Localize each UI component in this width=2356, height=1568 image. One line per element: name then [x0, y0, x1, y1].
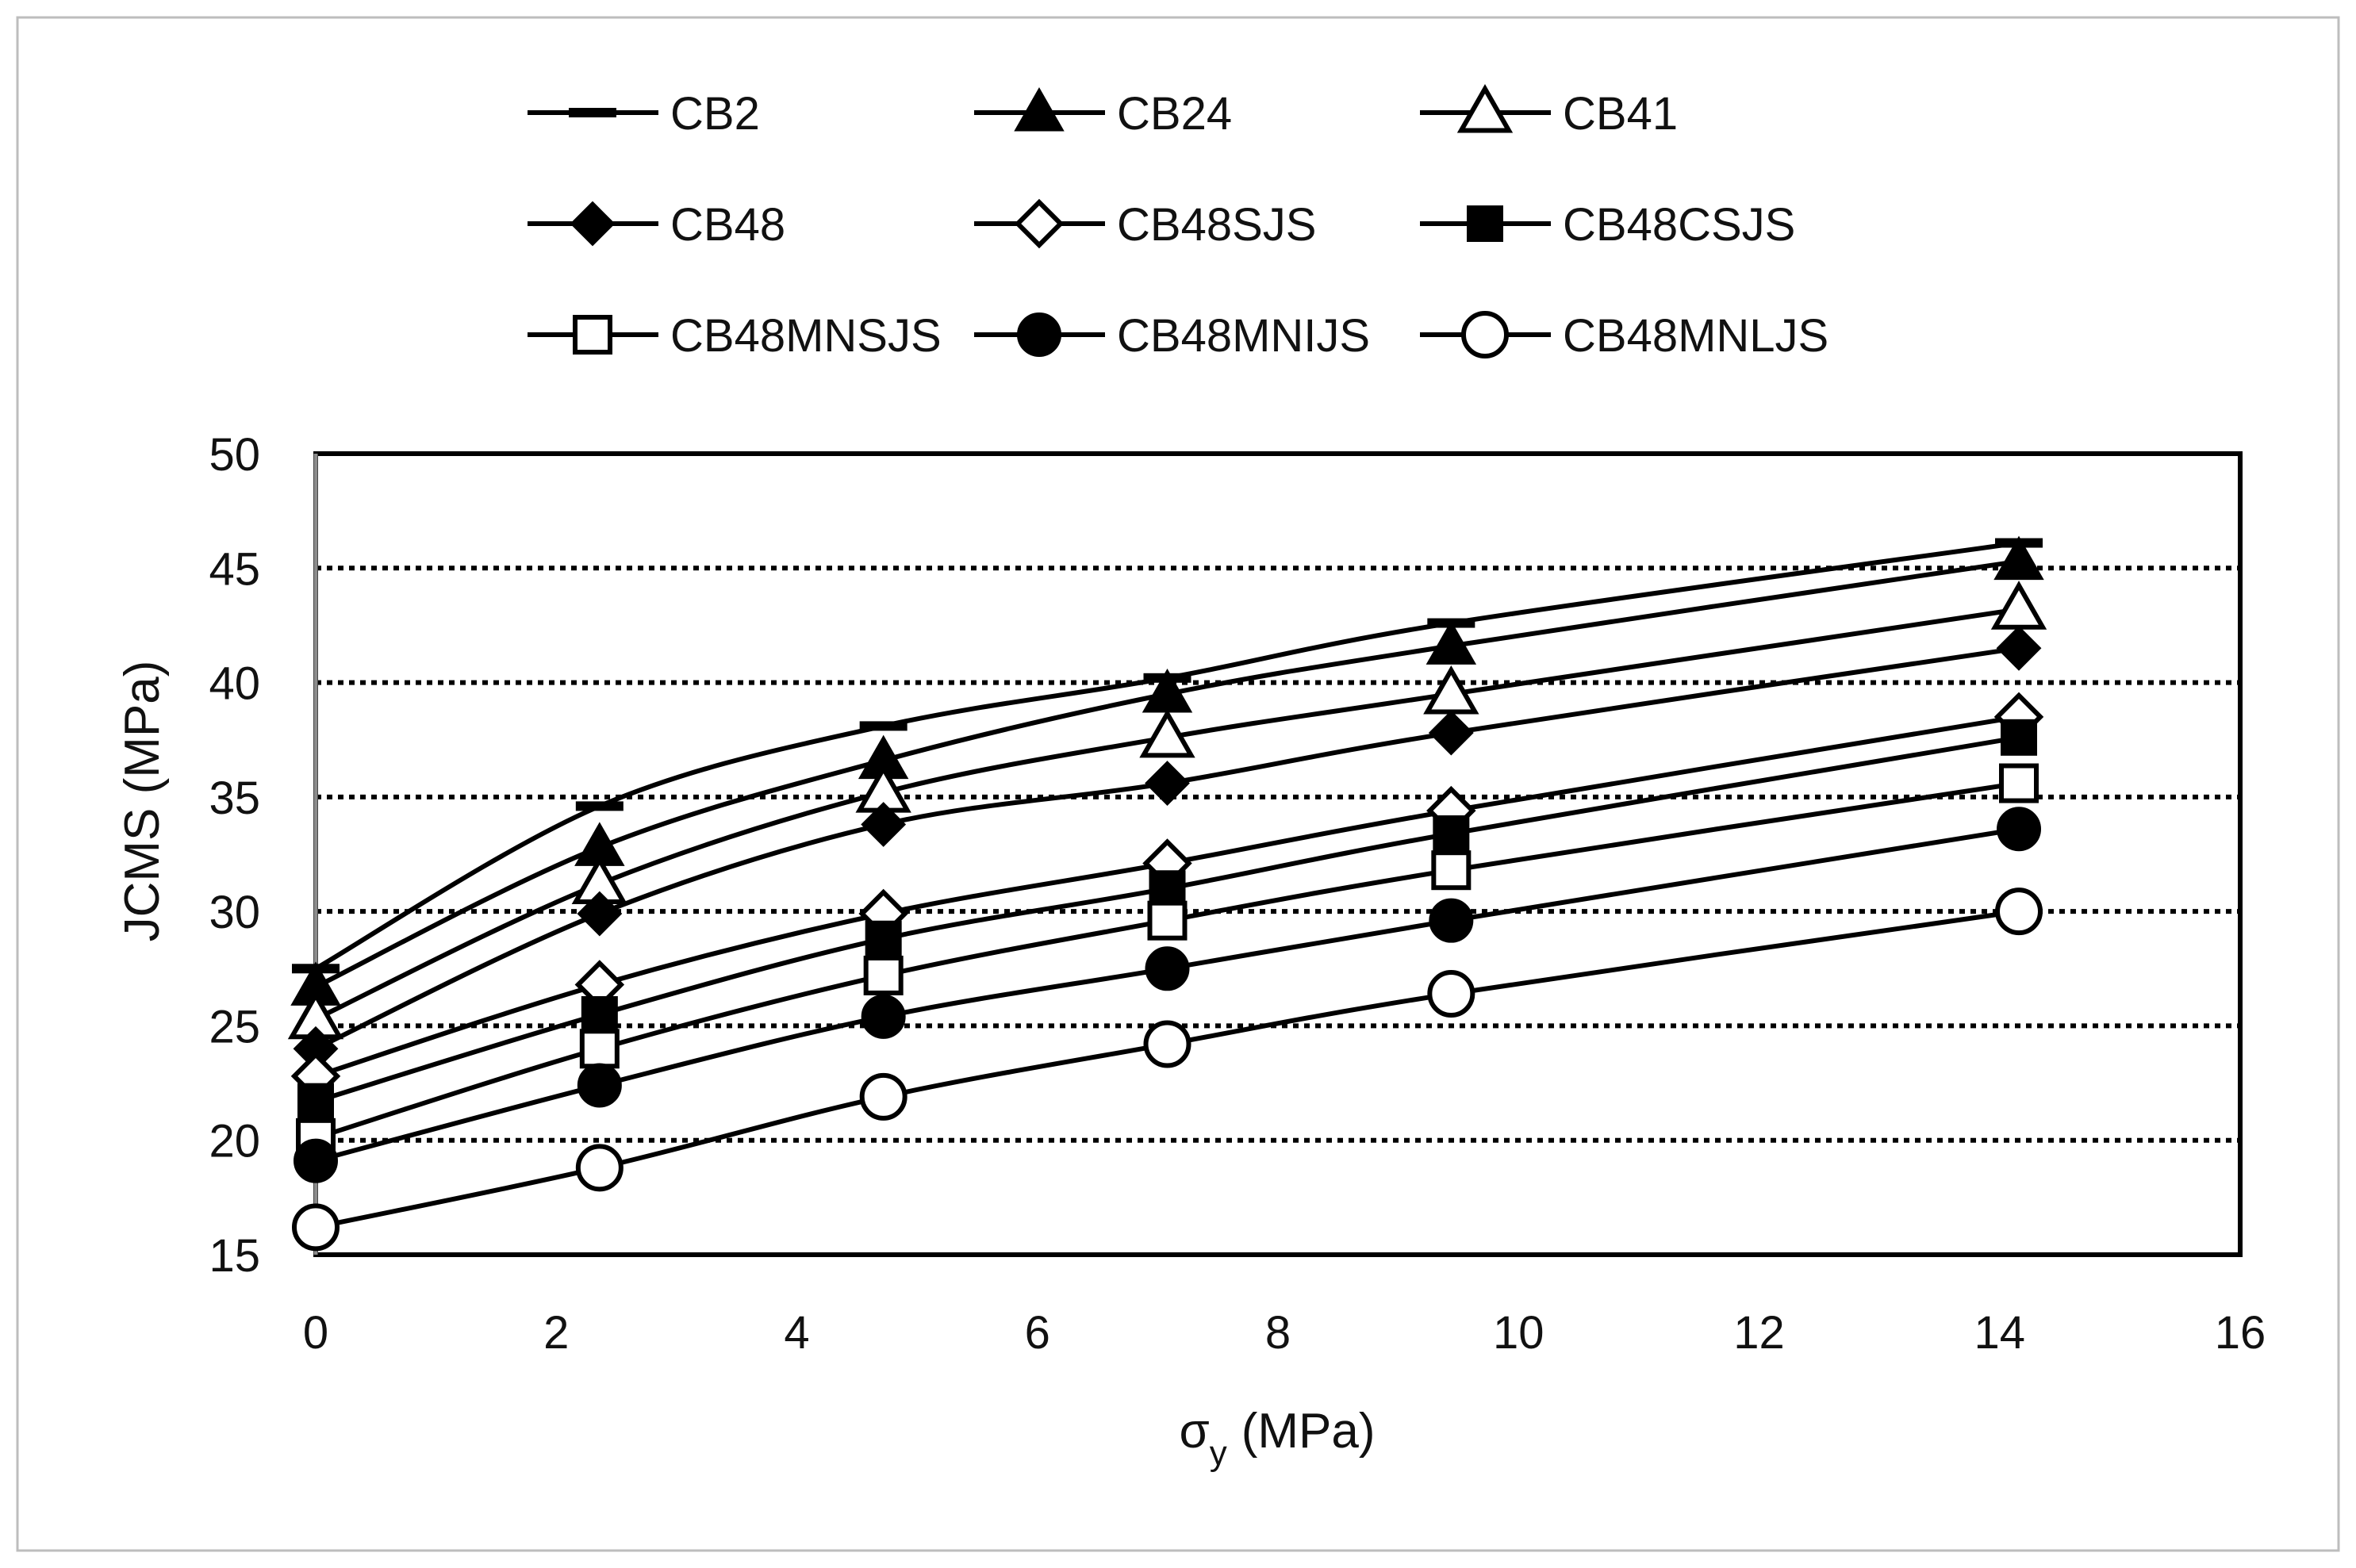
data-point: [859, 721, 907, 731]
legend-label: CB24: [1117, 88, 1232, 140]
legend-item: CB48MNIJS: [974, 310, 1370, 362]
data-point: [859, 1072, 907, 1121]
y-axis-label: JCMS (MPa): [115, 661, 170, 942]
x-tick-label: 0: [303, 1307, 328, 1359]
data-point: [1431, 850, 1472, 891]
y-tick-label: 50: [209, 429, 260, 481]
series-layer: [287, 535, 2047, 1252]
legend-marker: [1014, 198, 1065, 249]
series-line: [315, 734, 2020, 1104]
legend-marker: [1456, 83, 1514, 133]
data-point: [294, 1138, 338, 1183]
x-tick-label: 16: [2215, 1307, 2266, 1359]
data-point: [575, 801, 624, 811]
data-point: [581, 996, 618, 1033]
y-tick-label: 15: [209, 1230, 260, 1282]
legend-marker: [573, 315, 612, 355]
data-point: [579, 1029, 620, 1069]
data-point: [863, 955, 904, 995]
legend-item: CB48MNLJS: [1420, 310, 1828, 362]
data-point: [1139, 708, 1195, 758]
series-cb48mnijs: [294, 807, 2042, 1183]
series-line: [314, 646, 2020, 1051]
data-point: [1145, 946, 1190, 991]
data-point: [1993, 535, 2044, 581]
legend-item: CB48SJS: [974, 198, 1316, 251]
legend-label: CB48SJS: [1117, 199, 1316, 251]
y-tick-label: 25: [209, 1001, 260, 1052]
data-point: [1996, 625, 2042, 671]
y-tick-label: 20: [209, 1116, 260, 1167]
legend-item: CB48MNSJS: [528, 310, 942, 362]
data-point: [865, 920, 902, 957]
legend-label: CB2: [670, 88, 760, 140]
legend-item: CB41: [1420, 83, 1678, 140]
data-point: [575, 1144, 624, 1192]
series-line: [314, 607, 2020, 1022]
x-tick-label: 10: [1493, 1307, 1544, 1359]
x-tick-label: 8: [1265, 1307, 1291, 1359]
y-tick-label: 35: [209, 772, 260, 824]
legend-label: CB48MNSJS: [670, 310, 942, 362]
data-point: [1999, 763, 2039, 803]
data-point: [292, 1203, 340, 1252]
series-line: [314, 558, 2020, 990]
x-tick-label: 14: [1974, 1307, 2025, 1359]
x-axis-label-unit: (MPa): [1241, 1404, 1376, 1459]
data-point: [1149, 870, 1186, 907]
legend-marker: [569, 108, 616, 117]
legend-item: CB24: [974, 86, 1232, 140]
legend: CB2 CB24 CB41 CB48 CB48SJS CB48CSJS CB48MNSJS C…: [528, 83, 1828, 362]
data-point: [861, 802, 907, 847]
x-axis-label: σy (MPa): [1179, 1404, 1375, 1473]
data-point: [297, 1083, 334, 1120]
legend-item: CB48: [528, 199, 785, 251]
series-line: [315, 714, 2020, 1079]
data-point: [1433, 815, 1470, 853]
data-point: [1995, 888, 2043, 936]
x-tick-label: 2: [543, 1307, 569, 1359]
legend-label: CB48MNLJS: [1563, 310, 1828, 362]
data-point: [1427, 970, 1475, 1018]
series-cb48mnsjs: [296, 763, 2039, 1158]
data-point: [1428, 710, 1474, 756]
y-tick-label: 30: [209, 887, 260, 938]
legend-marker: [1014, 86, 1065, 132]
data-point: [1147, 900, 1188, 941]
legend-item: CB2: [528, 88, 760, 140]
legend-marker: [1467, 205, 1503, 242]
data-point: [861, 994, 906, 1039]
series-line: [315, 780, 2020, 1141]
series-cb48csjs: [297, 719, 2038, 1120]
data-point: [1997, 807, 2042, 852]
data-point: [577, 1063, 622, 1108]
x-axis-label-symbol: σ: [1179, 1404, 1209, 1459]
data-point: [2001, 719, 2038, 756]
series-line: [314, 540, 2020, 971]
data-point: [1143, 1020, 1191, 1068]
x-axis-label-subscript: y: [1210, 1434, 1227, 1473]
legend-marker: [1017, 312, 1061, 357]
legend-marker: [570, 201, 616, 247]
data-point: [1145, 761, 1190, 806]
legend-label: CB48CSJS: [1563, 199, 1795, 251]
y-axis-ticks: 15 20 25 30 35 40 45 50: [209, 429, 260, 1282]
y-tick-label: 45: [209, 543, 260, 595]
legend-item: CB48CSJS: [1420, 199, 1795, 251]
x-tick-label: 4: [784, 1307, 809, 1359]
y-tick-label: 40: [209, 658, 260, 710]
legend-label: CB48: [670, 199, 785, 251]
legend-label: CB48MNIJS: [1117, 310, 1370, 362]
data-point: [1429, 898, 1474, 943]
series-line: [315, 826, 2020, 1164]
x-tick-label: 12: [1733, 1307, 1785, 1359]
legend-marker: [1461, 311, 1509, 358]
series-cb48mnljs: [292, 888, 2043, 1252]
x-axis-ticks: 0 2 4 6 8 10 12 14 16: [303, 1307, 2266, 1359]
legend-label: CB41: [1563, 88, 1678, 140]
x-tick-label: 6: [1025, 1307, 1050, 1359]
data-point: [577, 891, 623, 937]
data-point: [1425, 620, 1477, 665]
